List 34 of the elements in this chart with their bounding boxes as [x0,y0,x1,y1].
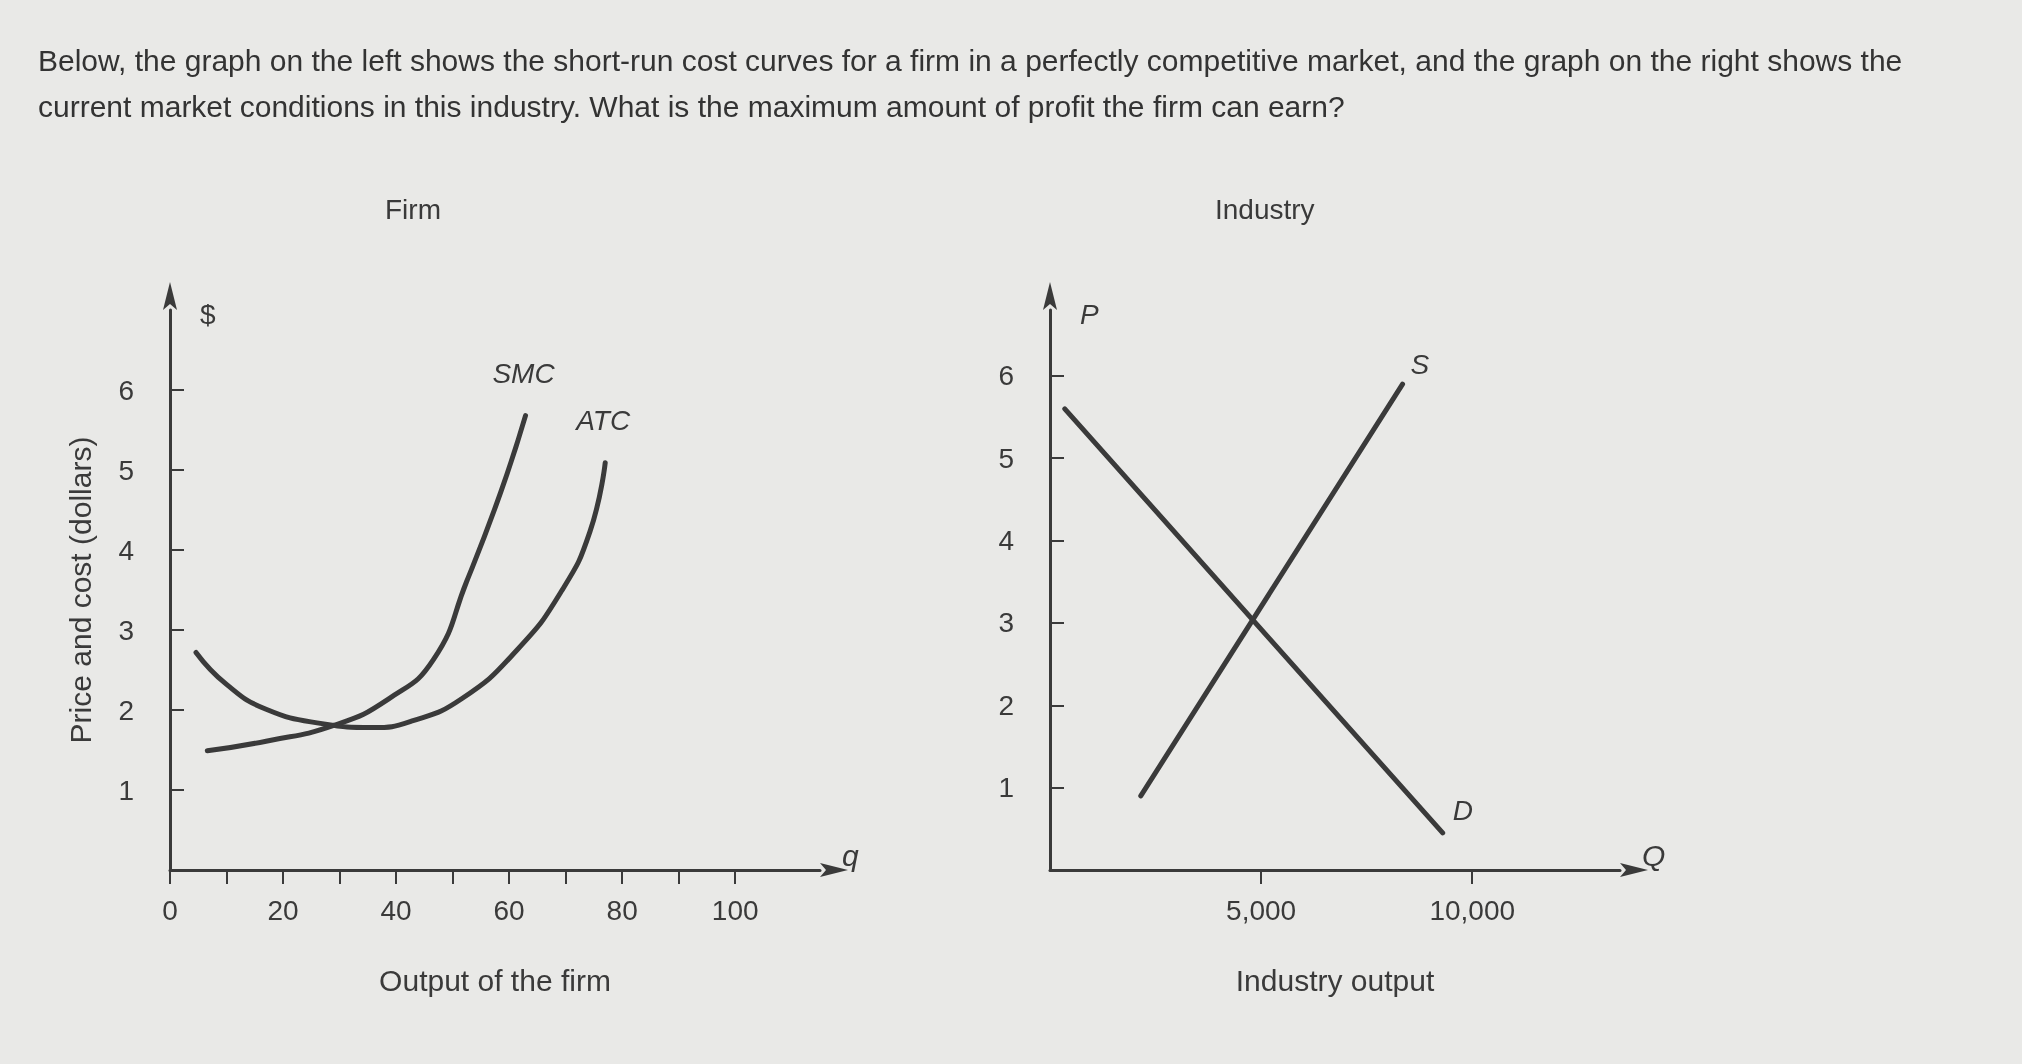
y-tick-label: 5 [998,442,1014,474]
y-tick-label: 3 [998,607,1014,639]
y-axis-title: Price and cost (dollars) [63,436,97,744]
text: Q [1642,838,1666,872]
x-tick-label: 0 [162,894,178,926]
y-tick-label: 2 [118,694,134,726]
x-axis-title: Industry output [1235,963,1435,997]
x-tick-label: 80 [606,894,638,926]
x-tick-label: 60 [493,894,525,926]
series-label: D [1452,795,1473,827]
x-tick-label: 40 [380,894,412,926]
y-tick-label: 6 [998,360,1014,392]
x-axis-title: Output of the firm [379,963,611,997]
y-tick-label: 1 [118,774,134,806]
x-tick-label: 10,000 [1429,894,1516,926]
y-tick-label: 1 [998,772,1014,804]
series-label: SMC [492,358,556,390]
annotation: P [1080,298,1099,330]
chart-title: Firm [385,193,441,225]
chart-title: Industry [1215,193,1315,225]
text: q [842,838,859,872]
y-tick-label: 6 [118,374,134,406]
y-tick-label: 4 [998,525,1014,557]
x-tick-label: 20 [267,894,299,926]
series-label: S [1410,348,1430,380]
x-tick-label: 5,000 [1226,894,1297,926]
y-tick-label: 5 [118,454,134,486]
series-label: ATC [574,405,631,437]
text: Below, the graph on the left shows the short-run cost curves for a firm in a perfectly competitive market, and the graph on the right shows the current market conditions in this industry. What is the maximum amount of profit the firm can earn? [38,43,1904,125]
annotation: $ [200,298,216,330]
y-tick-label: 2 [998,689,1014,721]
y-tick-label: 3 [118,614,134,646]
x-tick-label: 100 [711,894,759,926]
y-tick-label: 4 [118,534,134,566]
